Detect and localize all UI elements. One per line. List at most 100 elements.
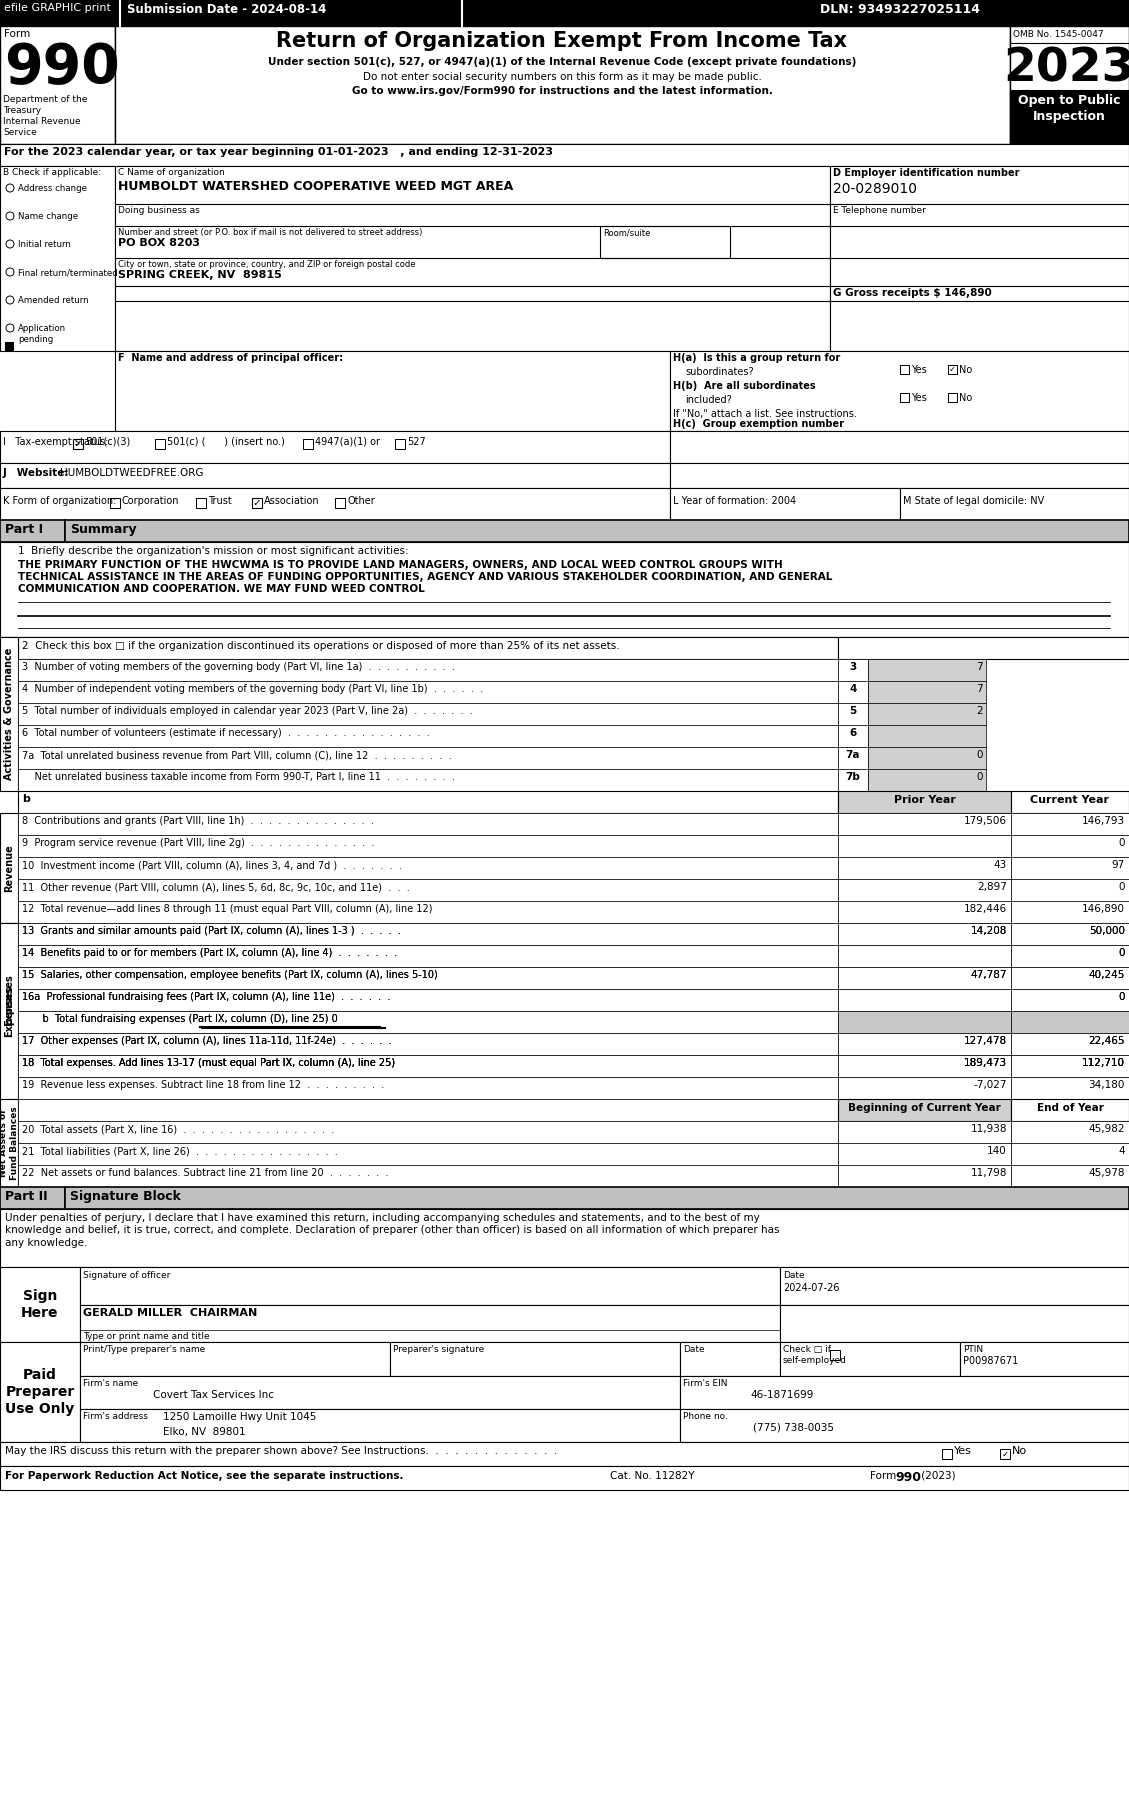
Bar xyxy=(80,1409,680,1442)
Bar xyxy=(0,1442,1129,1467)
Bar xyxy=(838,1011,1010,1033)
Bar xyxy=(868,703,986,724)
Bar xyxy=(1010,1142,1129,1166)
Text: Open to Public
Inspection: Open to Public Inspection xyxy=(1017,94,1120,123)
Text: Print/Type preparer's name: Print/Type preparer's name xyxy=(84,1344,205,1353)
Bar xyxy=(780,1267,1129,1305)
Bar xyxy=(680,1409,1129,1442)
Text: Yes: Yes xyxy=(954,1445,972,1456)
Text: 0: 0 xyxy=(1119,948,1124,959)
Bar xyxy=(0,463,669,488)
Bar xyxy=(838,791,1010,813)
Bar xyxy=(18,1054,838,1078)
Bar xyxy=(73,440,84,449)
Text: Association: Association xyxy=(264,496,320,506)
Bar xyxy=(838,1121,1010,1142)
Text: SPRING CREEK, NV  89815: SPRING CREEK, NV 89815 xyxy=(119,270,282,279)
Bar xyxy=(115,166,830,351)
Text: ✓: ✓ xyxy=(949,366,956,375)
Bar xyxy=(838,944,1010,968)
Text: Type or print name and title: Type or print name and title xyxy=(84,1332,210,1341)
Bar xyxy=(18,1121,838,1142)
Text: I   Tax-exempt status:: I Tax-exempt status: xyxy=(3,438,108,447)
Text: 112,710: 112,710 xyxy=(1082,1058,1124,1069)
Text: 0: 0 xyxy=(1119,991,1124,1002)
Text: 22  Net assets or fund balances. Subtract line 21 from line 20  .  .  .  .  .  .: 22 Net assets or fund balances. Subtract… xyxy=(21,1168,388,1179)
Text: Yes: Yes xyxy=(911,366,927,375)
Bar xyxy=(0,636,18,791)
Text: 4947(a)(1) or: 4947(a)(1) or xyxy=(315,438,380,447)
Text: 189,473: 189,473 xyxy=(964,1058,1007,1069)
Text: Corporation: Corporation xyxy=(122,496,180,506)
Bar xyxy=(900,366,909,375)
Text: Address change: Address change xyxy=(18,184,87,193)
Bar xyxy=(18,968,838,989)
Bar xyxy=(830,166,1129,351)
Text: Other: Other xyxy=(347,496,375,506)
Text: 11,938: 11,938 xyxy=(971,1124,1007,1133)
Text: H(c)  Group exemption number: H(c) Group exemption number xyxy=(673,420,844,429)
Text: 501(c)(3): 501(c)(3) xyxy=(85,438,130,447)
Text: For the 2023 calendar year, or tax year beginning 01-01-2023   , and ending 12-3: For the 2023 calendar year, or tax year … xyxy=(5,148,553,157)
Text: Covert Tax Services Inc: Covert Tax Services Inc xyxy=(154,1389,274,1400)
Text: No: No xyxy=(1012,1445,1027,1456)
Text: C Name of organization: C Name of organization xyxy=(119,168,225,177)
Text: Firm's name: Firm's name xyxy=(84,1379,138,1388)
Bar xyxy=(18,724,838,748)
Text: 179,506: 179,506 xyxy=(964,816,1007,825)
Text: Beginning of Current Year: Beginning of Current Year xyxy=(848,1103,1001,1114)
Bar xyxy=(1010,968,1129,989)
Text: 3  Number of voting members of the governing body (Part VI, line 1a)  .  .  .  .: 3 Number of voting members of the govern… xyxy=(21,661,455,672)
Bar xyxy=(0,636,18,660)
Text: included?: included? xyxy=(685,395,732,405)
Text: 4: 4 xyxy=(1119,1146,1124,1157)
Bar xyxy=(838,923,1010,944)
Text: 112,710: 112,710 xyxy=(1082,1058,1124,1069)
Text: 22,465: 22,465 xyxy=(1088,1036,1124,1045)
Text: 19  Revenue less expenses. Subtract line 18 from line 12  .  .  .  .  .  .  .  .: 19 Revenue less expenses. Subtract line … xyxy=(21,1079,384,1090)
Bar xyxy=(65,1188,1129,1209)
Bar xyxy=(0,1467,1129,1490)
Text: 6: 6 xyxy=(849,728,857,739)
Bar xyxy=(18,923,838,944)
Text: 18  Total expenses. Add lines 13-17 (must equal Part IX, column (A), line 25): 18 Total expenses. Add lines 13-17 (must… xyxy=(21,1058,395,1069)
Text: 22,465: 22,465 xyxy=(1088,1036,1124,1045)
Bar xyxy=(0,923,18,1099)
Text: b: b xyxy=(21,795,29,804)
Bar xyxy=(669,463,1129,488)
Text: Net unrelated business taxable income from Form 990-T, Part I, line 11  .  .  . : Net unrelated business taxable income fr… xyxy=(21,771,455,782)
Bar xyxy=(599,225,730,258)
Bar xyxy=(0,1209,1129,1267)
Bar xyxy=(18,923,838,944)
Bar xyxy=(1010,1121,1129,1142)
Text: For Paperwork Reduction Act Notice, see the separate instructions.: For Paperwork Reduction Act Notice, see … xyxy=(5,1470,403,1481)
Text: COMMUNICATION AND COOPERATION. WE MAY FUND WEED CONTROL: COMMUNICATION AND COOPERATION. WE MAY FU… xyxy=(18,584,425,595)
Bar xyxy=(1010,791,1129,813)
Bar xyxy=(196,497,205,508)
Text: 50,000: 50,000 xyxy=(1089,926,1124,935)
Bar xyxy=(80,1267,780,1305)
Text: 182,446: 182,446 xyxy=(964,905,1007,914)
Text: 7a: 7a xyxy=(846,750,860,760)
Bar xyxy=(1010,989,1129,1011)
Bar xyxy=(1010,968,1129,989)
Bar xyxy=(0,25,115,144)
Bar xyxy=(18,1011,838,1033)
Bar xyxy=(335,497,345,508)
Bar xyxy=(1010,90,1129,144)
Text: Cat. No. 11282Y: Cat. No. 11282Y xyxy=(610,1470,694,1481)
Bar xyxy=(669,488,900,521)
Bar xyxy=(18,879,838,901)
Text: 6  Total number of volunteers (estimate if necessary)  .  .  .  .  .  .  .  .  .: 6 Total number of volunteers (estimate i… xyxy=(21,728,430,739)
Text: ✓: ✓ xyxy=(253,497,262,508)
Bar xyxy=(669,431,1129,463)
Text: 0: 0 xyxy=(977,771,983,782)
Text: 15  Salaries, other compensation, employee benefits (Part IX, column (A), lines : 15 Salaries, other compensation, employe… xyxy=(21,969,438,980)
Bar xyxy=(18,1078,838,1099)
Bar xyxy=(0,1267,80,1342)
Bar xyxy=(0,0,1129,25)
Bar xyxy=(1010,813,1129,834)
Text: Part II: Part II xyxy=(5,1189,47,1204)
Bar xyxy=(18,834,838,858)
Bar xyxy=(680,1377,1129,1409)
